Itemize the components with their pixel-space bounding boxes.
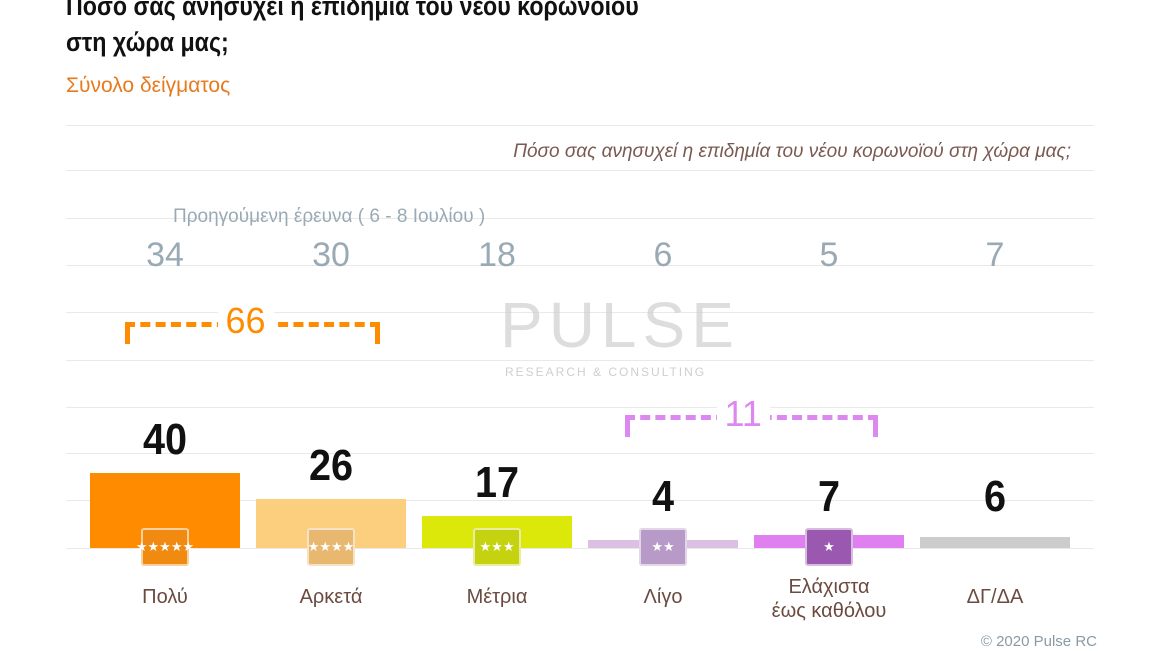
group-total: 66 [217, 300, 274, 342]
gridline [66, 125, 1094, 126]
category-label: ΔΓ/ΔΑ [966, 586, 1024, 608]
category-label: Λίγο [643, 586, 683, 608]
previous-value: 5 [819, 236, 839, 274]
value-label: 7 [817, 472, 841, 521]
previous-value: 30 [312, 236, 350, 274]
value-label: 17 [474, 458, 520, 508]
stars-icon: ★★★ [473, 528, 521, 566]
value-label: 6 [983, 472, 1007, 521]
value-label: 4 [651, 472, 675, 521]
gridline [66, 500, 1094, 501]
category-label: Ελάχιστα έως καθόλου [771, 576, 887, 622]
category-label: Πολύ [142, 586, 188, 608]
gridline [66, 407, 1094, 408]
page-title: Πόσο σας ανησυχεί η επιδημία του νέου κο… [66, 0, 639, 57]
gridline [66, 218, 1094, 219]
previous-value: 6 [653, 236, 673, 274]
copyright: © 2020 Pulse RC [980, 633, 1097, 650]
previous-value: 7 [985, 236, 1005, 274]
category-label: Μέτρια [466, 586, 528, 608]
stars-icon: ★★★★ [307, 528, 355, 566]
subtitle: Σύνολο δείγματος [66, 74, 231, 97]
group-total: 11 [716, 393, 770, 435]
bar [920, 536, 1070, 548]
chart-question: Πόσο σας ανησυχεί η επιδημία του νέου κο… [513, 141, 1071, 162]
stars-icon: ★★ [639, 528, 687, 566]
gridline [66, 453, 1094, 454]
stars-icon: ★ [805, 528, 853, 566]
value-label: 40 [142, 414, 188, 464]
gridline [66, 312, 1094, 313]
previous-value: 18 [478, 236, 516, 274]
pulse-logo: PULSE [500, 289, 740, 361]
gridline [66, 170, 1094, 171]
stars-icon: ★★★★★ [136, 528, 194, 566]
category-label: Αρκετά [299, 586, 363, 608]
pulse-logo-tagline: RESEARCH & CONSULTING [505, 365, 707, 379]
gridline [66, 265, 1094, 266]
previous-value: 34 [146, 236, 184, 274]
previous-survey-label: Προηγούμενη έρευνα ( 6 - 8 Ιουλίου ) [173, 206, 486, 227]
gridline [66, 548, 1094, 549]
gridline [66, 360, 1094, 361]
value-label: 26 [308, 441, 354, 491]
